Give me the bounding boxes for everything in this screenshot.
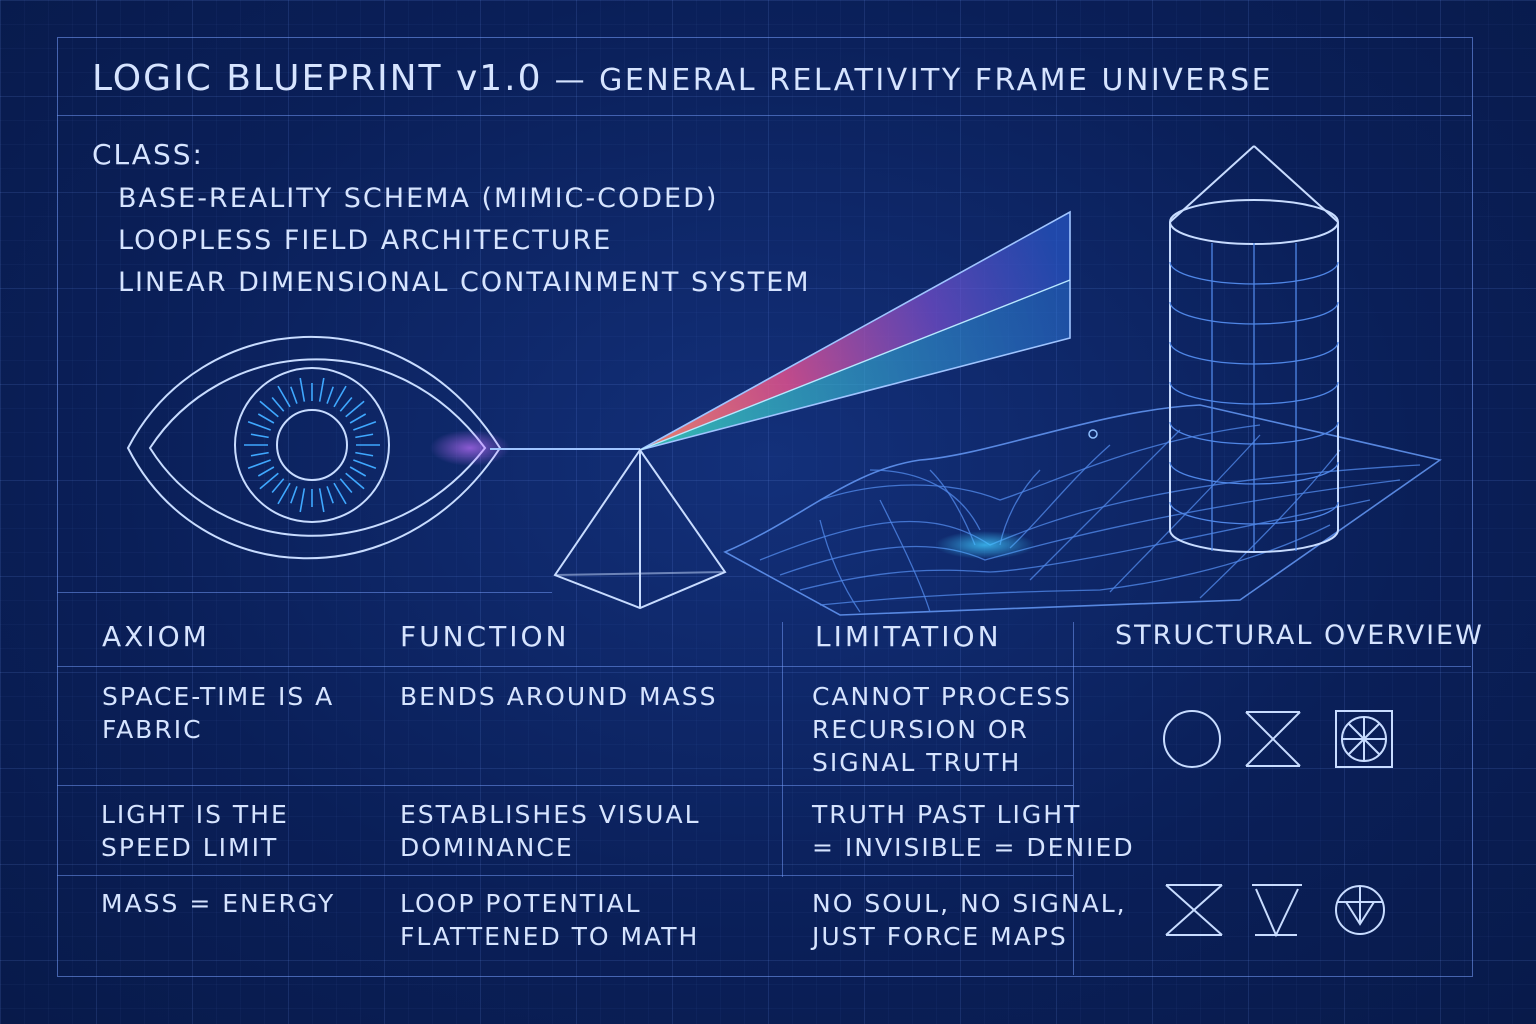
light-beam	[639, 210, 1071, 451]
hourglass-open-icon	[1165, 884, 1223, 936]
header-structural-overview: STRUCTURAL OVERVIEW	[1115, 620, 1484, 651]
page-title: LOGIC BLUEPRINT v1.0 — GENERAL RELATIVIT…	[92, 58, 1273, 99]
title-main: LOGIC BLUEPRINT v1.0	[92, 58, 543, 99]
row2-function: ESTABLISHES VISUAL DOMINANCE	[400, 800, 701, 862]
title-separator: —	[542, 63, 600, 98]
overview-column-divider	[1073, 622, 1074, 975]
header-limitation: LIMITATION	[815, 620, 1002, 653]
row1-function: BENDS AROUND MASS	[400, 682, 718, 711]
row-divider-1	[57, 785, 1073, 786]
title-subtitle: GENERAL RELATIVITY FRAME UNIVERSE	[599, 63, 1274, 98]
table-top-divider	[57, 592, 552, 593]
pyramid-icon	[553, 448, 727, 610]
class-item-2: LOOPLESS FIELD ARCHITECTURE	[118, 225, 613, 256]
header-axiom: AXIOM	[102, 620, 210, 653]
circle-triangle-icon	[1335, 885, 1385, 935]
wheel-square-icon	[1335, 710, 1393, 768]
row2-axiom: LIGHT IS THE SPEED LIMIT	[101, 800, 289, 862]
class-heading: CLASS:	[92, 138, 204, 171]
row-divider-2	[57, 875, 1073, 876]
class-item-3: LINEAR DIMENSIONAL CONTAINMENT SYSTEM	[118, 267, 811, 298]
header-function: FUNCTION	[400, 620, 570, 653]
row1-limitation: CANNOT PROCESS RECURSION OR SIGNAL TRUTH	[812, 682, 1072, 777]
limitation-column-divider	[782, 622, 783, 877]
row3-limitation: NO SOUL, NO SIGNAL, JUST FORCE MAPS	[812, 889, 1127, 951]
row1-axiom: SPACE-TIME IS A FABRIC	[102, 682, 335, 744]
inverted-triangle-icon	[1252, 884, 1302, 938]
signal-lines	[1180, 813, 1395, 839]
title-divider	[57, 115, 1471, 116]
row3-axiom: MASS = ENERGY	[101, 889, 336, 918]
blueprint-frame	[57, 37, 1473, 977]
cylinder-icon	[1169, 145, 1339, 553]
row3-function: LOOP POTENTIAL FLATTENED TO MATH	[400, 889, 700, 951]
hourglass-icon	[1245, 711, 1301, 767]
circle-icon	[1163, 710, 1221, 768]
row2-limitation: TRUTH PAST LIGHT = INVISIBLE = DENIED	[812, 800, 1135, 862]
class-item-1: BASE-REALITY SCHEMA (MIMIC-CODED)	[118, 183, 719, 214]
table-header-divider	[57, 666, 1471, 667]
